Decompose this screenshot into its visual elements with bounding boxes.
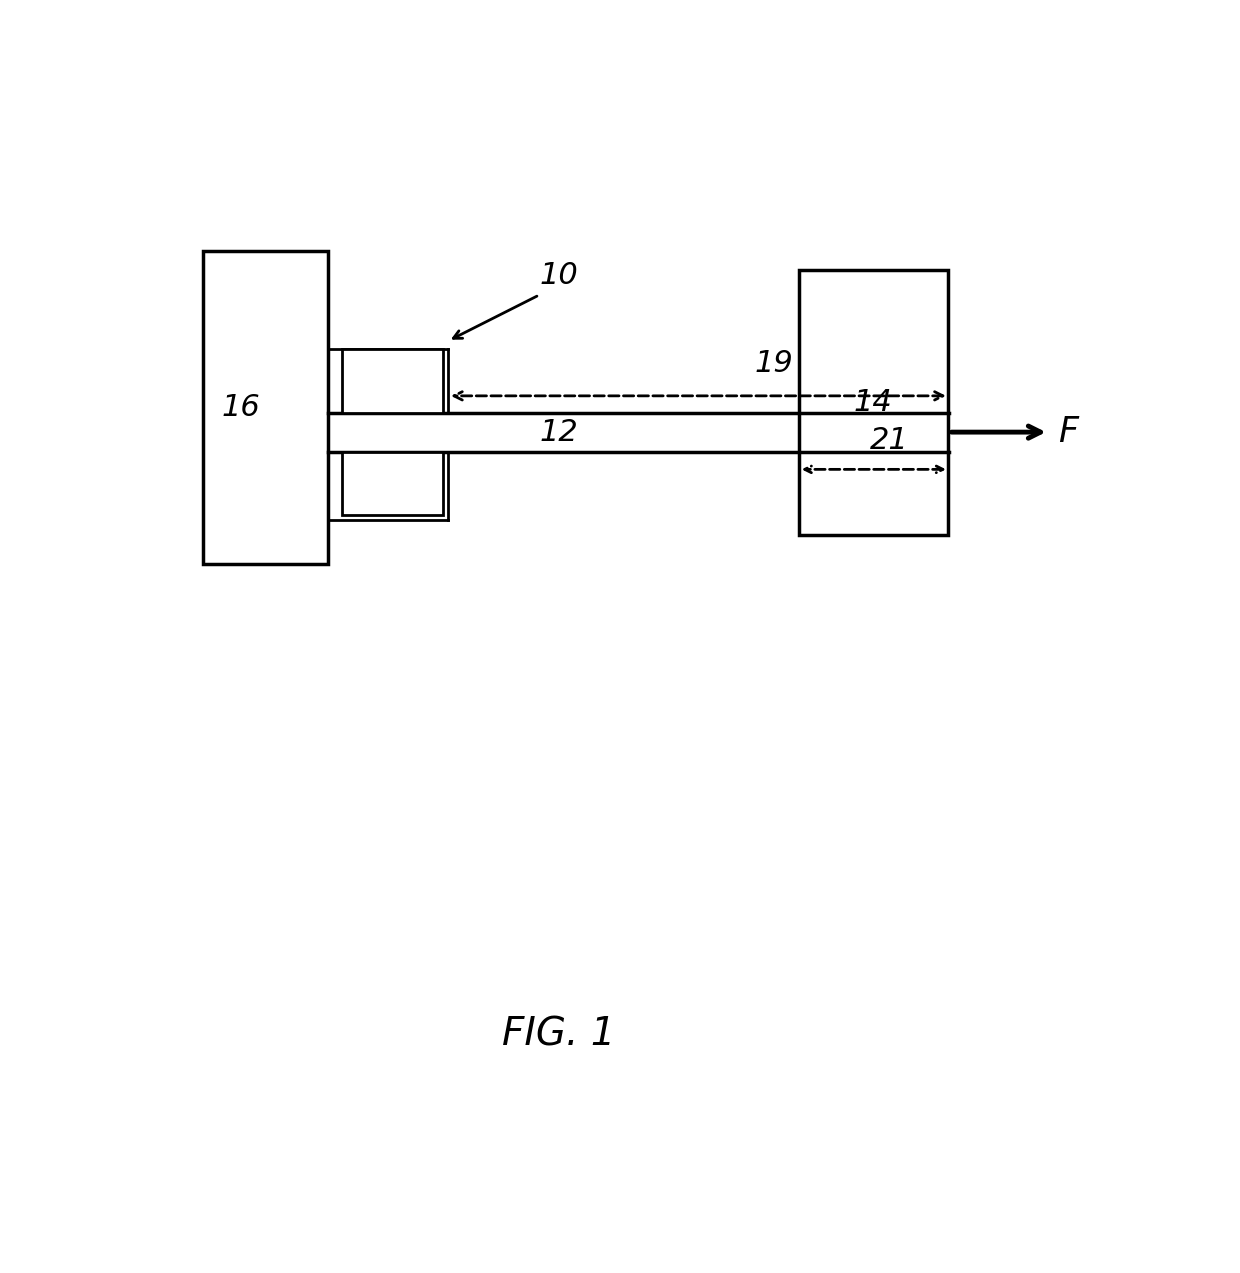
Bar	[203, 251, 327, 564]
Text: F: F	[1059, 415, 1079, 449]
Text: FIG. 1: FIG. 1	[502, 1016, 615, 1054]
Text: 19: 19	[754, 349, 792, 378]
Bar	[799, 270, 947, 535]
Text: 14: 14	[854, 388, 893, 418]
Text: 12: 12	[539, 418, 578, 447]
Text: 16: 16	[221, 393, 260, 423]
Text: 18: 18	[373, 367, 412, 395]
Text: 20: 20	[373, 468, 412, 498]
Text: 10: 10	[539, 261, 578, 290]
Bar	[342, 349, 444, 412]
Text: 21: 21	[869, 425, 908, 454]
Bar	[342, 452, 444, 516]
